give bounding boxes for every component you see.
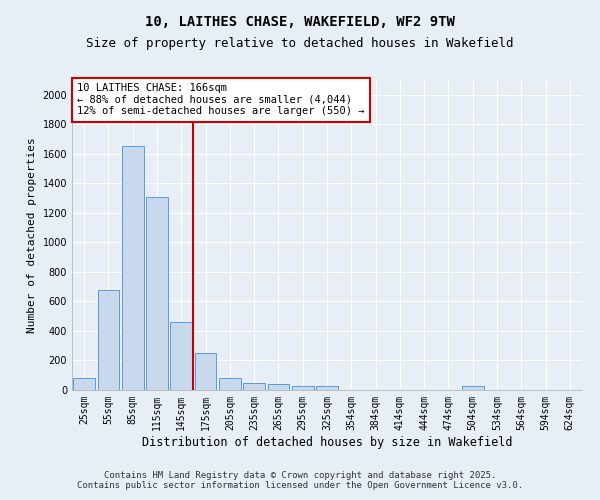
Bar [73,378,95,390]
Bar [97,290,119,390]
Bar [292,386,314,390]
X-axis label: Distribution of detached houses by size in Wakefield: Distribution of detached houses by size … [142,436,512,448]
Bar [122,146,143,390]
Text: 10 LAITHES CHASE: 166sqm
← 88% of detached houses are smaller (4,044)
12% of sem: 10 LAITHES CHASE: 166sqm ← 88% of detach… [77,83,365,116]
Bar [243,382,265,390]
Bar [170,322,192,390]
Bar [462,386,484,390]
Bar [268,384,289,390]
Y-axis label: Number of detached properties: Number of detached properties [27,137,37,333]
Text: Size of property relative to detached houses in Wakefield: Size of property relative to detached ho… [86,38,514,51]
Bar [219,378,241,390]
Text: Contains HM Land Registry data © Crown copyright and database right 2025.
Contai: Contains HM Land Registry data © Crown c… [77,470,523,490]
Bar [146,196,168,390]
Bar [194,353,217,390]
Text: 10, LAITHES CHASE, WAKEFIELD, WF2 9TW: 10, LAITHES CHASE, WAKEFIELD, WF2 9TW [145,15,455,29]
Bar [316,386,338,390]
